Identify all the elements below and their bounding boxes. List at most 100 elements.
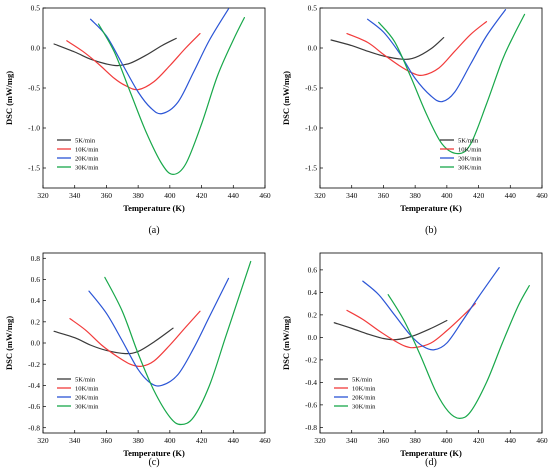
x-tick-label: 460 <box>259 436 271 445</box>
y-tick-label: 0.4 <box>31 296 41 305</box>
x-tick-label: 320 <box>314 191 326 200</box>
legend-label: 10K/min <box>75 146 99 153</box>
series-line-30k-min <box>104 260 252 426</box>
legend-label: 30K/min <box>75 164 99 171</box>
x-axis-title: Temperature (K) <box>400 203 462 213</box>
x-axis-title: Temperature (K) <box>400 448 462 458</box>
legend-label: 10K/min <box>75 385 99 392</box>
plot-frame <box>319 252 543 434</box>
x-tick-label: 440 <box>505 436 517 445</box>
series-line-10k-min <box>69 310 201 368</box>
panel-c: 320 340 360 380 400 420 440 460 -0.8 -0.6 -0.4 -0.2… <box>4 252 271 468</box>
panel-label: (b) <box>425 225 437 236</box>
legend-label: 5K/min <box>458 137 479 144</box>
panel-d: 320 340 360 380 400 420 440 460 -0.8 -0.6 -0.4 -0.2… <box>281 252 548 468</box>
y-tick-label: -0.4 <box>305 378 317 387</box>
y-tick-label: 0.6 <box>308 265 318 274</box>
y-tick-label: 0.0 <box>308 333 318 342</box>
y-tick-label: 0.5 <box>31 4 41 13</box>
series-line-30k-min <box>97 17 245 176</box>
legend-label: 20K/min <box>75 394 99 401</box>
y-tick-label: -1.0 <box>28 124 40 133</box>
x-tick-label: 360 <box>101 436 113 445</box>
series-line-30k-min <box>378 13 526 155</box>
x-tick-label: 440 <box>228 191 240 200</box>
legend-label: 5K/min <box>75 376 96 383</box>
series-line-20k-min <box>366 9 507 103</box>
x-tick-label: 340 <box>69 436 81 445</box>
y-axis-title: DSC (mW/mg) <box>4 71 14 125</box>
y-tick-label: -0.2 <box>305 355 317 364</box>
series-line-5k-min <box>333 319 448 341</box>
y-tick-label: 0.0 <box>31 44 41 53</box>
x-tick-label: 400 <box>164 436 176 445</box>
legend-label: 20K/min <box>458 155 482 162</box>
x-tick-label: 460 <box>536 191 548 200</box>
y-tick-label: -0.2 <box>28 360 40 369</box>
x-tick-label: 340 <box>346 436 358 445</box>
y-tick-label: 0.2 <box>308 310 318 319</box>
y-tick-label: -0.6 <box>28 402 40 411</box>
x-tick-label: 320 <box>37 436 49 445</box>
series-line-10k-min <box>346 303 476 349</box>
y-tick-label: -1.5 <box>28 164 40 173</box>
x-tick-label: 380 <box>133 191 145 200</box>
x-tick-label: 380 <box>410 191 422 200</box>
series-line-10k-min <box>346 21 488 76</box>
y-tick-label: -0.8 <box>28 423 40 432</box>
panel-a: 320 340 360 380 400 420 440 460 -1.5 -1.0 -0.5 0.0 0… <box>4 4 271 236</box>
legend-label: 20K/min <box>352 394 376 401</box>
x-tick-label: 340 <box>69 191 81 200</box>
x-tick-label: 420 <box>196 191 208 200</box>
series-line-30k-min <box>387 285 530 419</box>
x-tick-label: 340 <box>346 191 358 200</box>
x-axis-title: Temperature (K) <box>123 448 185 458</box>
x-tick-label: 380 <box>133 436 145 445</box>
y-tick-label: -1.5 <box>305 164 317 173</box>
x-tick-label: 360 <box>378 191 390 200</box>
x-tick-label: 420 <box>473 436 485 445</box>
y-tick-label: -0.8 <box>305 423 317 432</box>
y-tick-label: 0.2 <box>31 317 41 326</box>
x-tick-label: 320 <box>37 191 49 200</box>
y-tick-label: 0.6 <box>31 275 41 284</box>
y-tick-label: 0.4 <box>308 288 318 297</box>
legend-label: 30K/min <box>75 403 99 410</box>
x-tick-label: 380 <box>410 436 422 445</box>
y-tick-label: -0.6 <box>305 400 317 409</box>
y-tick-label: -1.0 <box>305 124 317 133</box>
legend-label: 10K/min <box>352 385 376 392</box>
legend-label: 30K/min <box>458 164 482 171</box>
series-line-20k-min <box>88 277 230 387</box>
series-line-5k-min <box>330 37 445 60</box>
legend: 5K/min 10K/min 20K/min 30K/min <box>334 376 376 410</box>
x-tick-label: 420 <box>473 191 485 200</box>
y-axis-title: DSC (mW/mg) <box>4 316 14 370</box>
x-tick-label: 440 <box>505 191 517 200</box>
legend: 5K/min 10K/min 20K/min 30K/min <box>440 137 482 171</box>
x-tick-label: 460 <box>259 191 271 200</box>
panel-label: (c) <box>148 457 159 468</box>
legend-label: 20K/min <box>75 155 99 162</box>
legend-label: 30K/min <box>352 403 376 410</box>
y-tick-label: 0.8 <box>31 254 41 263</box>
y-tick-label: -0.4 <box>28 381 40 390</box>
series-line-5k-min <box>53 37 177 67</box>
y-tick-label: 0.0 <box>31 339 41 348</box>
panel-label: (d) <box>425 457 437 468</box>
plot-frame <box>42 7 266 189</box>
series-line-5k-min <box>53 327 174 355</box>
series-line-10k-min <box>66 33 201 91</box>
legend: 5K/min 10K/min 20K/min 30K/min <box>57 376 99 410</box>
x-tick-label: 400 <box>441 436 453 445</box>
x-tick-label: 400 <box>164 191 176 200</box>
series-line-20k-min <box>89 8 230 115</box>
x-axis-title: Temperature (K) <box>123 203 185 213</box>
x-tick-label: 360 <box>101 191 113 200</box>
y-tick-label: -0.5 <box>305 84 317 93</box>
legend-label: 5K/min <box>75 137 96 144</box>
y-tick-label: 0.5 <box>308 4 318 13</box>
panel-b: 320 340 360 380 400 420 440 460 -1.5 -1.0 -0.5 0.0 0… <box>281 4 548 236</box>
x-tick-label: 320 <box>314 436 326 445</box>
